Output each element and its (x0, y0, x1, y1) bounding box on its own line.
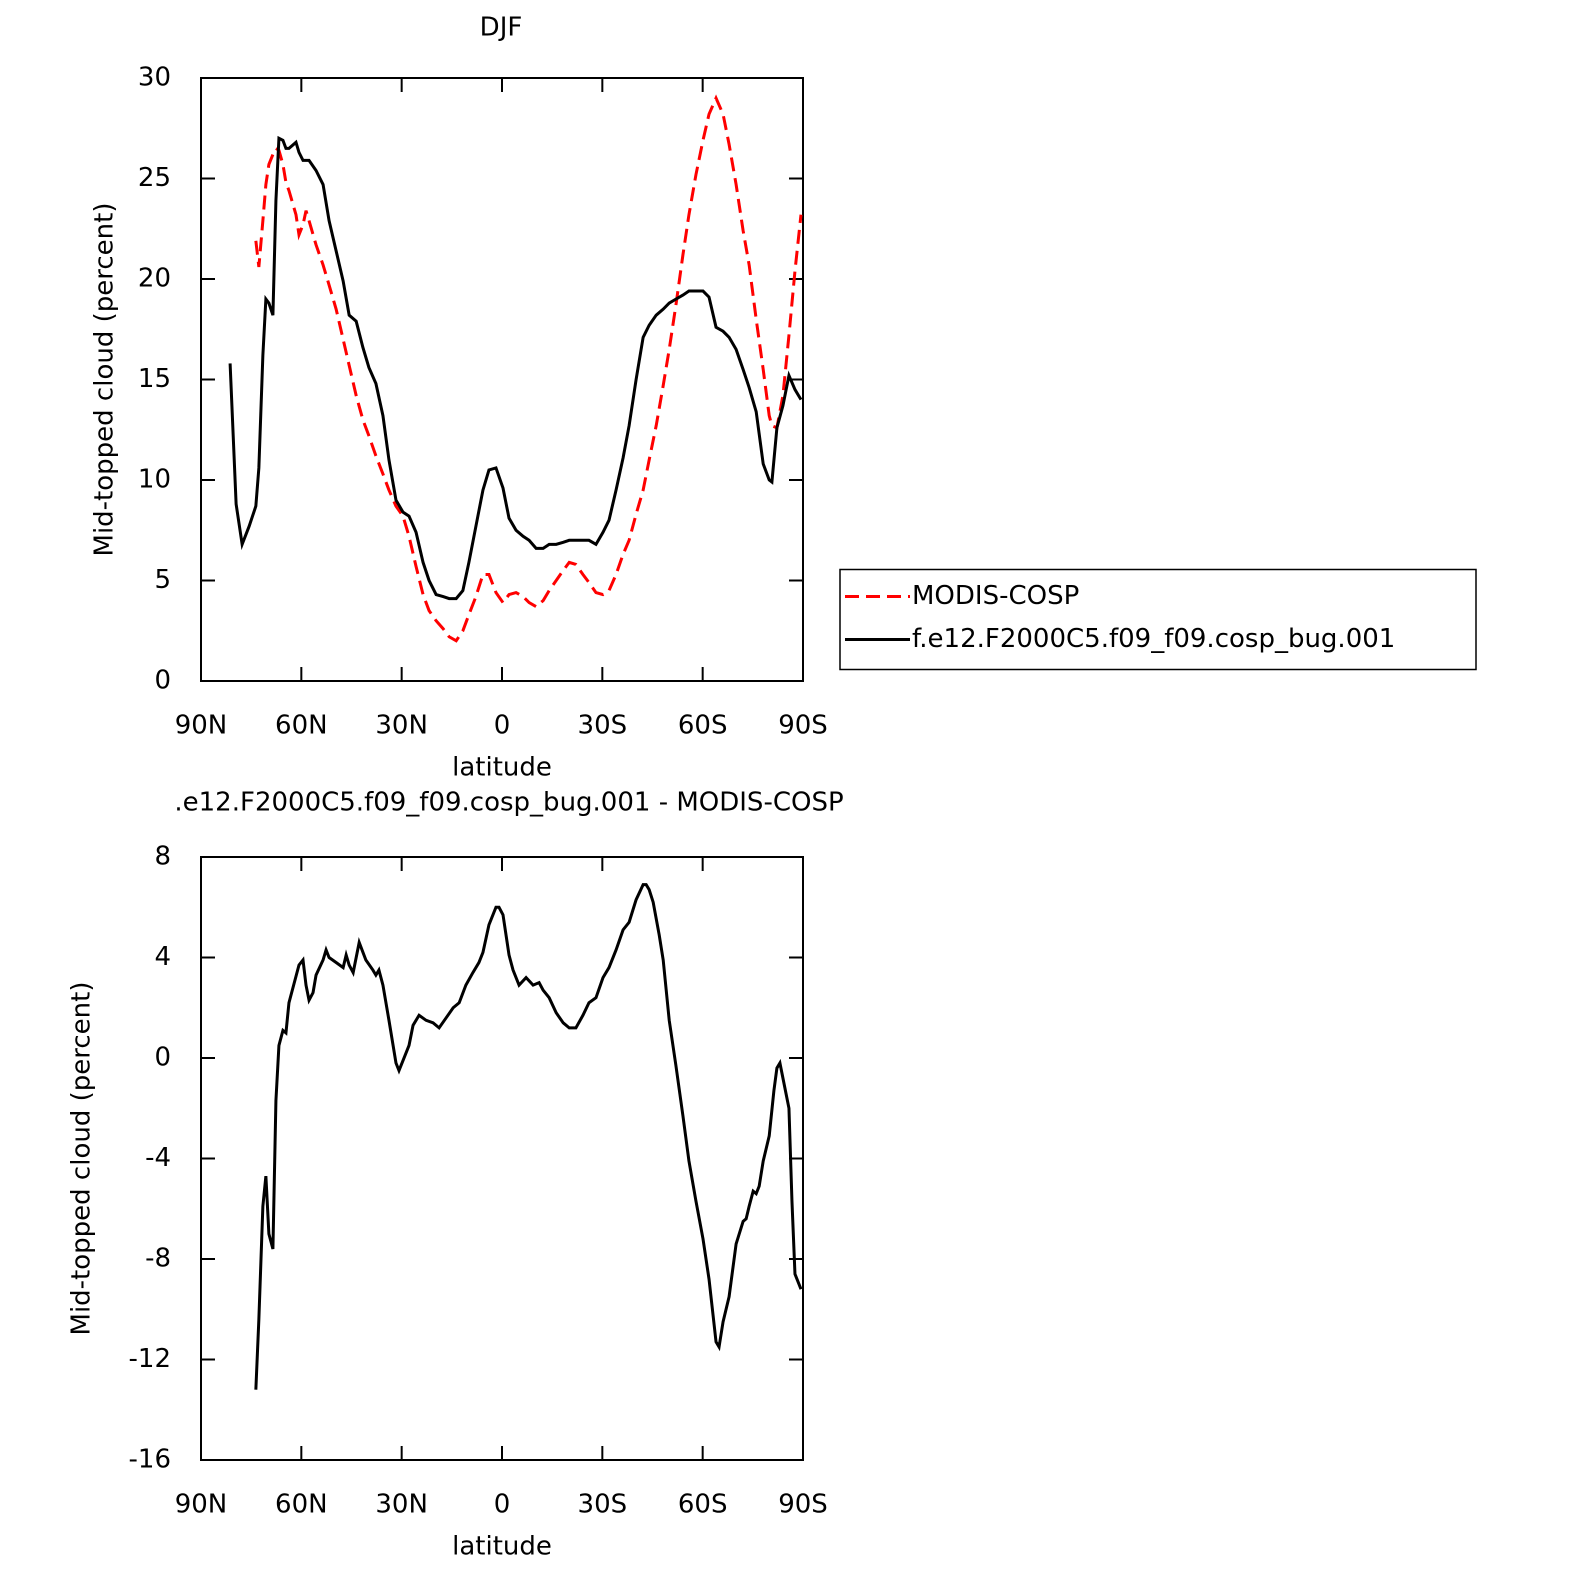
y-tick-label: 10 (138, 465, 171, 495)
x-tick-label: 90S (778, 711, 828, 741)
plot-frame (200, 856, 804, 1461)
y-tick-label: 0 (154, 666, 171, 696)
y-tick-label: 20 (138, 264, 171, 294)
x-tick-label: 90N (175, 1490, 228, 1520)
x-tick-label: 30S (578, 711, 628, 741)
y-tick-label: -8 (145, 1244, 171, 1274)
y-tick-label: -4 (145, 1143, 171, 1173)
legend-label: f.e12.F2000C5.f09_f09.cosp_bug.001 (912, 624, 1395, 654)
x-tick-label: 60N (275, 711, 328, 741)
legend-box (839, 568, 1477, 671)
x-tick-label: 90S (778, 1490, 828, 1520)
x-tick-label: 30N (375, 1490, 428, 1520)
y-tick-label: 15 (138, 364, 171, 394)
x-tick-label: 0 (494, 711, 511, 741)
x-tick-label: 90N (175, 711, 228, 741)
y-tick-label: 4 (154, 942, 171, 972)
y-axis-label: Mid-topped cloud (percent) (90, 203, 120, 557)
data-line (228, 135, 803, 601)
data-line (254, 883, 803, 1390)
chart-title: DJF (480, 13, 523, 43)
y-tick-label: 25 (138, 163, 171, 193)
y-tick-label: 8 (154, 842, 171, 872)
x-tick-label: 60N (275, 1490, 328, 1520)
plot-frame (200, 77, 804, 682)
x-tick-label: 60S (678, 1490, 728, 1520)
x-tick-label: 30S (578, 1490, 628, 1520)
x-tick-label: 30N (375, 711, 428, 741)
x-tick-label: 60S (678, 711, 728, 741)
x-axis-label: latitude (452, 1532, 552, 1562)
y-tick-label: -12 (129, 1344, 171, 1374)
y-tick-label: 30 (138, 63, 171, 93)
y-axis-label: Mid-topped cloud (percent) (67, 982, 97, 1336)
y-tick-label: 5 (154, 565, 171, 595)
chart-title: .e12.F2000C5.f09_f09.cosp_bug.001 - MODI… (174, 788, 843, 818)
x-axis-label: latitude (452, 753, 552, 783)
y-tick-label: 0 (154, 1043, 171, 1073)
legend-label: MODIS-COSP (912, 581, 1079, 611)
y-tick-label: -16 (129, 1445, 171, 1475)
x-tick-label: 0 (494, 1490, 511, 1520)
data-line (254, 94, 803, 643)
